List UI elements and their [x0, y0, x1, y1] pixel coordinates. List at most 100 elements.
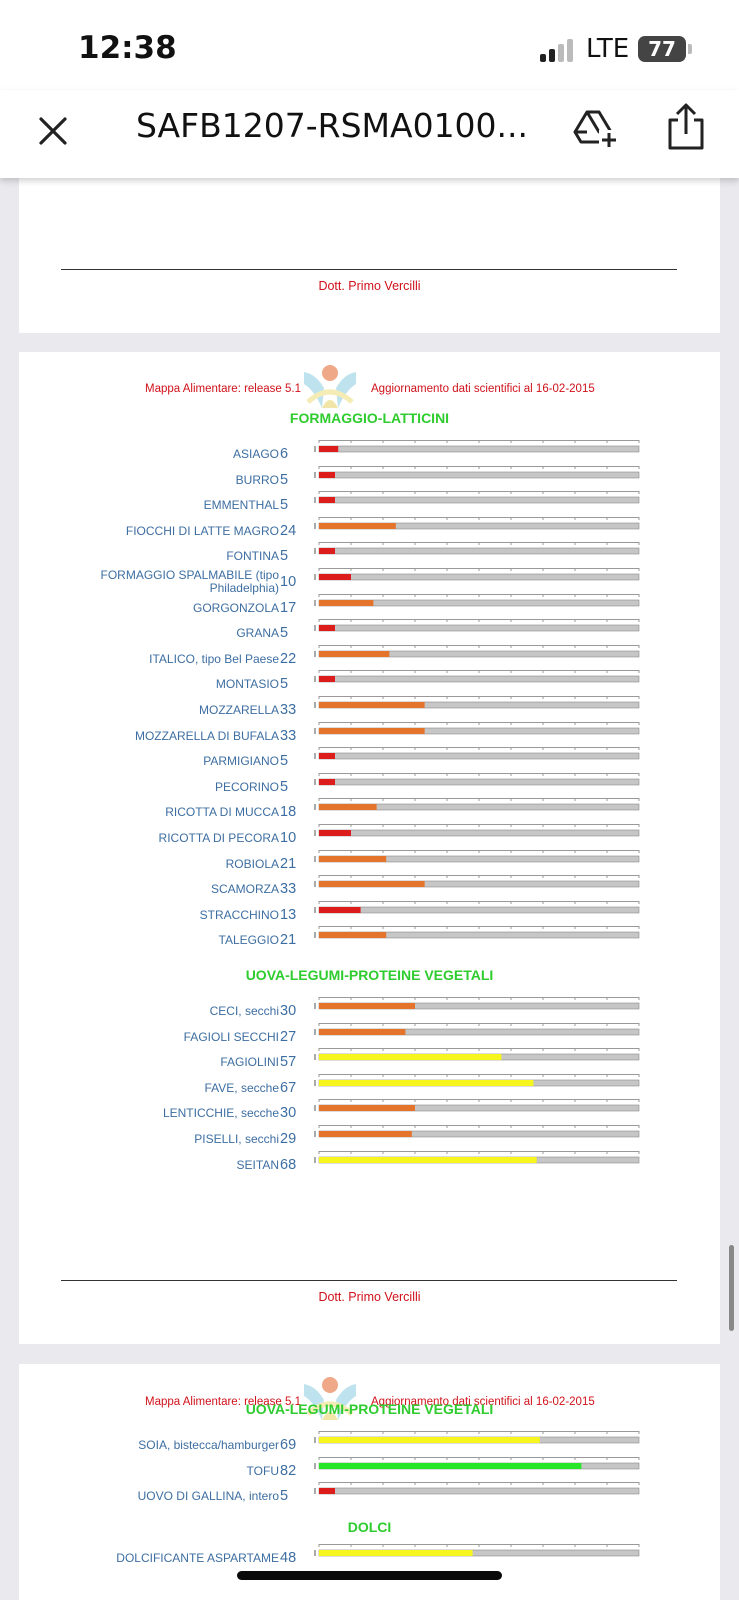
home-indicator[interactable] — [237, 1571, 502, 1580]
food-name: ROBIOLA — [225, 856, 279, 871]
food-row: PECORINO 5 — [19, 772, 720, 803]
score-bar — [314, 1150, 640, 1163]
pdf-page-2: Mappa Alimentare: release 5.1 Aggiorname… — [19, 352, 720, 1344]
bar-track — [318, 573, 640, 581]
food-score: 5 — [280, 471, 289, 488]
score-bar — [314, 1073, 640, 1087]
food-row: SCAMORZA 33 — [19, 875, 720, 905]
food-name: SEITAN — [236, 1157, 279, 1172]
score-bar — [314, 1482, 640, 1495]
food-row: DOLCIFICANTE ASPARTAME 48 — [19, 1544, 720, 1574]
bar-fill — [319, 1488, 335, 1495]
food-score: 33 — [280, 727, 297, 744]
food-score: 21 — [280, 855, 297, 872]
score-bar — [314, 721, 640, 734]
food-score: 5 — [280, 497, 289, 514]
food-row: FONTINA 5 — [19, 542, 720, 572]
document-title: SAFB1207-RSMA0100... — [136, 106, 529, 145]
food-score: 24 — [280, 522, 297, 539]
food-name: BURRO — [235, 472, 279, 487]
food-score: 5 — [280, 1488, 289, 1505]
bar-track — [318, 624, 640, 632]
food-score: 21 — [280, 932, 297, 949]
food-row: MOZZARELLA DI BUFALA 33 — [19, 721, 720, 752]
food-row: MOZZARELLA 33 — [19, 696, 720, 726]
food-name: FONTINA — [226, 549, 279, 564]
food-name: LENTICCHIE, secche — [162, 1106, 279, 1121]
score-bar — [314, 670, 640, 683]
header-release: Mappa Alimentare: release 5.1 — [145, 1396, 301, 1408]
food-name: RICOTTA DI PECORA — [158, 831, 279, 845]
food-score: 30 — [280, 1003, 297, 1019]
food-score: 33 — [280, 702, 297, 718]
food-score: 5 — [280, 625, 289, 642]
score-bar — [314, 1456, 640, 1469]
bar-fill — [319, 1156, 537, 1163]
food-row: FAGIOLI SECCHI 27 — [19, 1022, 720, 1053]
food-score: 5 — [280, 753, 289, 770]
food-row: RICOTTA DI MUCCA 18 — [19, 798, 720, 828]
food-name: GRANA — [236, 626, 279, 641]
bar-fill — [319, 548, 335, 555]
food-score: 22 — [280, 650, 297, 667]
bar-fill — [319, 778, 335, 785]
score-bar — [314, 593, 640, 606]
food-row: ROBIOLA 21 — [19, 849, 720, 880]
score-bar — [314, 619, 640, 632]
food-score: 5 — [280, 548, 289, 565]
food-name: GORGONZOLA — [192, 600, 279, 615]
signature-line — [61, 269, 677, 270]
bar-fill — [319, 881, 425, 888]
food-name: MOZZARELLA — [198, 703, 279, 717]
header-update: Aggiornamento dati scientifici al 16-02-… — [371, 1396, 595, 1408]
bar-fill — [319, 522, 396, 529]
food-row: RICOTTA DI PECORA 10 — [19, 824, 720, 854]
header-update: Aggiornamento dati scientifici al 16-02-… — [371, 383, 595, 395]
section-title: UOVA-LEGUMI-PROTEINE VEGETALI — [245, 967, 494, 983]
food-row: FAGIOLINI 57 — [19, 1048, 720, 1078]
food-score: 82 — [280, 1462, 297, 1479]
bar-fill — [319, 574, 351, 580]
food-score: 5 — [280, 676, 289, 693]
score-bar — [314, 644, 640, 658]
score-bar — [314, 1544, 640, 1557]
score-bar — [314, 465, 640, 478]
add-to-drive-button[interactable] — [571, 104, 619, 152]
food-row: FORMAGGIO SPALMABILE (tipo Philadelphia)… — [19, 568, 720, 598]
food-row: SOIA, bistecca/hamburger 69 — [19, 1431, 720, 1461]
food-score: 69 — [280, 1437, 297, 1453]
food-name: TOFU — [246, 1463, 279, 1478]
share-button[interactable] — [664, 102, 708, 152]
bar-track — [318, 496, 640, 504]
scrollbar[interactable] — [729, 1245, 734, 1331]
food-name: PISELLI, secchi — [194, 1132, 279, 1146]
bar-track — [318, 471, 640, 478]
mappa-alimentare-logo — [304, 365, 356, 408]
pdf-page-3: Mappa Alimentare: release 5.1 Aggiorname… — [19, 1364, 720, 1600]
food-score: 18 — [280, 804, 297, 821]
food-name: ASIAGO — [232, 447, 279, 461]
score-bar — [314, 1125, 640, 1138]
close-button[interactable] — [30, 108, 76, 154]
food-name: SOIA, bistecca/hamburger — [138, 1438, 279, 1452]
food-score: 29 — [280, 1131, 297, 1147]
bar-fill — [319, 702, 425, 708]
food-row: TALEGGIO 21 — [19, 926, 720, 956]
food-score: 30 — [280, 1105, 297, 1122]
food-name: UOVO DI GALLINA, intero — [137, 1489, 279, 1504]
share-icon — [668, 103, 704, 150]
signal-icon — [540, 38, 578, 62]
food-row: EMMENTHAL 5 — [19, 491, 720, 521]
score-bar — [314, 1431, 640, 1444]
bar-fill — [319, 1437, 540, 1443]
bar-track — [318, 778, 640, 786]
score-bar — [314, 568, 640, 581]
food-name: EMMENTHAL — [203, 498, 279, 513]
bar-fill — [319, 855, 387, 862]
food-row: STRACCHINO 13 — [19, 900, 720, 931]
food-score: 57 — [280, 1054, 297, 1071]
bar-track — [318, 752, 640, 760]
bar-fill — [319, 932, 387, 939]
bar-track — [318, 445, 640, 453]
score-bar — [314, 798, 640, 811]
